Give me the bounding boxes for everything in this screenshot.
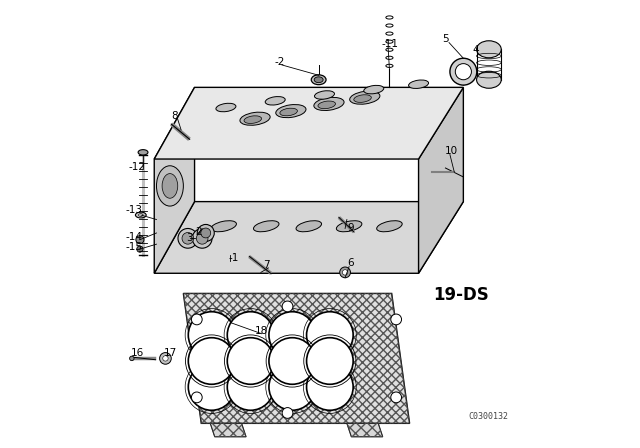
- Ellipse shape: [240, 112, 270, 125]
- Circle shape: [391, 314, 401, 325]
- Text: 10: 10: [445, 146, 458, 156]
- Text: C0300132: C0300132: [468, 412, 509, 421]
- Ellipse shape: [318, 101, 335, 108]
- Ellipse shape: [477, 71, 501, 88]
- Ellipse shape: [216, 103, 236, 112]
- Ellipse shape: [314, 91, 335, 99]
- Ellipse shape: [211, 221, 236, 232]
- Circle shape: [178, 228, 198, 248]
- Circle shape: [188, 338, 235, 384]
- Circle shape: [391, 392, 401, 403]
- Ellipse shape: [408, 80, 429, 88]
- Ellipse shape: [138, 150, 148, 155]
- Ellipse shape: [314, 77, 323, 82]
- Text: 16: 16: [131, 348, 144, 358]
- Ellipse shape: [477, 41, 501, 58]
- Ellipse shape: [265, 97, 285, 105]
- Ellipse shape: [129, 356, 134, 361]
- Ellipse shape: [136, 212, 146, 218]
- Ellipse shape: [280, 108, 298, 116]
- Text: 19-DS: 19-DS: [433, 286, 489, 304]
- Circle shape: [136, 236, 144, 244]
- Polygon shape: [154, 87, 195, 273]
- Ellipse shape: [156, 166, 183, 206]
- Polygon shape: [183, 293, 410, 423]
- Polygon shape: [210, 423, 246, 437]
- Polygon shape: [154, 87, 463, 159]
- Circle shape: [163, 356, 168, 361]
- Text: -13: -13: [125, 205, 142, 215]
- Circle shape: [269, 312, 316, 358]
- Text: -11: -11: [382, 39, 399, 49]
- Text: 3: 3: [186, 233, 193, 243]
- Ellipse shape: [349, 91, 380, 104]
- Circle shape: [455, 64, 472, 80]
- Circle shape: [188, 364, 235, 410]
- Circle shape: [269, 338, 316, 384]
- Circle shape: [227, 312, 274, 358]
- Text: -14: -14: [125, 232, 142, 241]
- Polygon shape: [419, 87, 463, 273]
- Circle shape: [307, 364, 353, 410]
- Text: 5: 5: [442, 34, 449, 44]
- Ellipse shape: [276, 104, 306, 118]
- Ellipse shape: [201, 228, 211, 238]
- Circle shape: [307, 338, 353, 384]
- Circle shape: [342, 270, 348, 275]
- Text: -1: -1: [228, 253, 239, 263]
- Ellipse shape: [364, 86, 384, 94]
- Circle shape: [282, 301, 293, 312]
- Ellipse shape: [162, 173, 178, 198]
- Text: 4: 4: [472, 45, 479, 55]
- Ellipse shape: [244, 116, 262, 123]
- Text: 6: 6: [347, 258, 353, 268]
- Circle shape: [282, 408, 293, 418]
- Circle shape: [269, 364, 316, 410]
- Ellipse shape: [377, 221, 402, 232]
- Circle shape: [188, 312, 235, 358]
- Text: 2: 2: [195, 227, 202, 237]
- Text: 7: 7: [262, 260, 269, 270]
- Ellipse shape: [337, 221, 362, 232]
- Text: -15: -15: [125, 242, 142, 252]
- Circle shape: [137, 246, 143, 252]
- Circle shape: [340, 267, 351, 278]
- Polygon shape: [347, 423, 383, 437]
- Text: -12: -12: [128, 162, 145, 172]
- Ellipse shape: [354, 95, 371, 102]
- Circle shape: [227, 338, 274, 384]
- Text: -2: -2: [275, 57, 285, 67]
- Circle shape: [182, 233, 194, 244]
- Circle shape: [450, 58, 477, 85]
- Ellipse shape: [314, 97, 344, 111]
- Ellipse shape: [197, 224, 214, 241]
- Ellipse shape: [253, 221, 279, 232]
- Circle shape: [192, 228, 212, 248]
- Circle shape: [191, 314, 202, 325]
- Text: 9: 9: [347, 223, 353, 233]
- Ellipse shape: [138, 214, 143, 216]
- Ellipse shape: [296, 221, 321, 232]
- Circle shape: [307, 312, 353, 358]
- Text: 8: 8: [172, 111, 178, 121]
- Polygon shape: [154, 202, 463, 273]
- Circle shape: [196, 233, 208, 244]
- Text: 17: 17: [164, 348, 177, 358]
- Circle shape: [227, 364, 274, 410]
- Circle shape: [159, 353, 172, 364]
- Ellipse shape: [311, 75, 326, 85]
- Text: 18: 18: [255, 326, 268, 336]
- Circle shape: [191, 392, 202, 403]
